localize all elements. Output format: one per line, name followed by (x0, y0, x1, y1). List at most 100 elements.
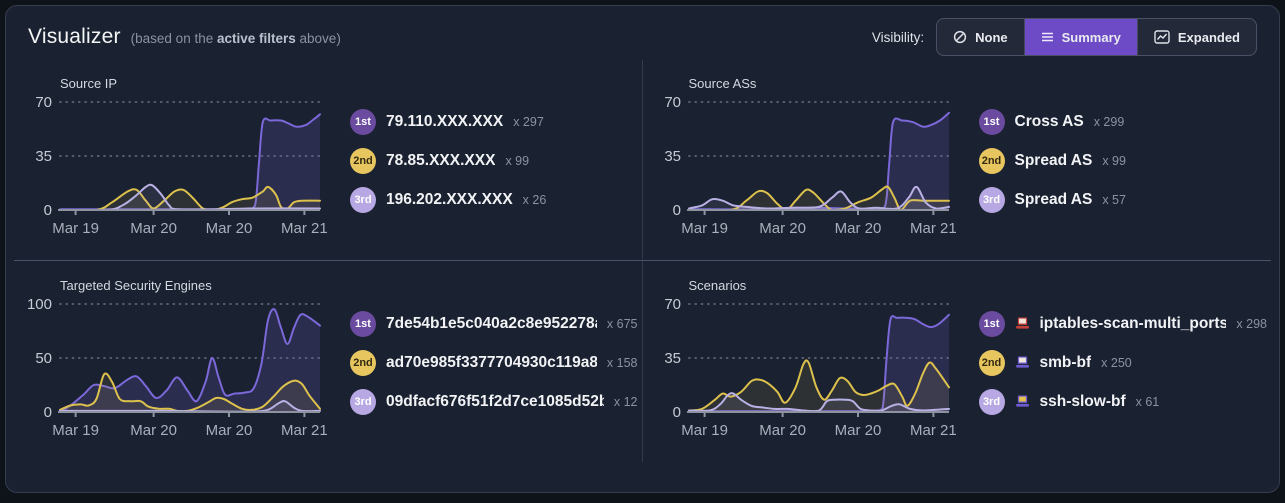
laptop-snail-icon (1015, 395, 1030, 408)
rank-count: x 99 (505, 154, 530, 168)
svg-text:Mar 19: Mar 19 (681, 220, 728, 237)
svg-text:50: 50 (35, 350, 52, 367)
ranking-row: 3rd 196.202.XXX.XXX x 26 (350, 187, 638, 213)
rank-label: 78.85.XXX.XXX (386, 152, 496, 169)
svg-text:Mar 21: Mar 21 (910, 422, 957, 439)
svg-text:70: 70 (664, 94, 681, 111)
ranking-row: 1st 79.110.XXX.XXX x 297 (350, 109, 638, 135)
chart-canvas: 0 35 70 Mar 19 Mar 20 Mar 20 Mar 21 (35, 94, 328, 237)
rank-badge: 3rd (350, 388, 376, 415)
page-title: Visualizer (28, 25, 121, 48)
chart-canvas: 0 35 70 Mar 19 Mar 20 Mar 20 Mar 21 (664, 296, 957, 439)
chart-area: Targeted Security Engines 0 50 100 Mar 19 Ma… (24, 278, 338, 444)
chart-title: Source IP (60, 76, 118, 91)
visibility-label: Visibility: (871, 29, 925, 45)
rank-badge: 3rd (350, 187, 376, 213)
ranking-row: 2nd smb-bf x 250 (978, 349, 1268, 376)
rank-badge: 3rd (978, 388, 1005, 415)
visibility-none-label: None (975, 29, 1008, 45)
title-wrap: Visualizer (based on the active filters … (28, 25, 341, 49)
list-lines-icon (1041, 31, 1054, 43)
visibility-button-group: None Summary Expanded (936, 18, 1257, 56)
visualizer-header: Visualizer (based on the active filters … (6, 6, 1279, 60)
chart-title: Targeted Security Engines (60, 277, 212, 293)
panels-grid: Source IP 0 35 70 Mar 19 Mar 20 Mar 20 Mar 21 … (6, 60, 1279, 462)
laptop-purple-icon (1015, 356, 1030, 369)
rank-label: ad70e985f3377704930c119a85ccf… (386, 353, 597, 371)
rank-badge: 1st (350, 310, 376, 337)
subtitle-suffix: above) (295, 31, 341, 46)
rank-count: x 61 (1135, 394, 1160, 409)
svg-text:Mar 20: Mar 20 (130, 422, 177, 439)
rank-count: x 298 (1236, 316, 1267, 331)
svg-text:0: 0 (44, 202, 52, 219)
svg-text:Mar 20: Mar 20 (130, 220, 177, 237)
svg-text:35: 35 (664, 148, 681, 165)
rank-label: ssh-slow-bf (1039, 392, 1126, 410)
visibility-none-button[interactable]: None (937, 19, 1024, 55)
svg-text:Mar 21: Mar 21 (281, 220, 328, 237)
slash-circle-icon (953, 30, 967, 44)
rank-label: Spread AS (1014, 191, 1093, 208)
rank-count: x 299 (1093, 115, 1125, 129)
svg-text:Mar 20: Mar 20 (206, 422, 253, 439)
svg-text:Mar 21: Mar 21 (910, 220, 957, 237)
rank-label: 09dfacf676f51f2d7ce1085d52b6061f (386, 392, 604, 410)
rank-badge: 2nd (350, 148, 376, 174)
chart-area: Scenarios 0 35 70 Mar 19 Mar 20 Mar 20 Mar 21 (653, 278, 967, 444)
rank-label: smb-bf (1039, 353, 1092, 371)
visibility-summary-button[interactable]: Summary (1023, 19, 1137, 55)
svg-text:0: 0 (672, 404, 680, 421)
rank-count: x 250 (1101, 355, 1132, 370)
svg-text:70: 70 (664, 296, 681, 313)
rank-label: 7de54b1e5c040a2c8e952278a3c3… (386, 314, 597, 332)
ranking-list: 1st iptables-scan-multi_ports x 298 2nd … (967, 310, 1268, 415)
panel: Scenarios 0 35 70 Mar 19 Mar 20 Mar 20 Mar 21 … (643, 261, 1272, 462)
rank-count: x 57 (1102, 193, 1126, 207)
ranking-row: 2nd ad70e985f3377704930c119a85ccf… x 158 (350, 349, 638, 376)
subtitle-prefix: (based on the (130, 31, 217, 46)
rank-label: Cross AS (1014, 113, 1084, 130)
rank-count: x 158 (606, 355, 638, 370)
rank-count: x 26 (522, 193, 547, 207)
chart-title: Source ASs (688, 76, 757, 91)
svg-text:0: 0 (44, 404, 52, 421)
laptop-red-icon (1015, 317, 1030, 330)
rank-badge: 2nd (350, 349, 376, 376)
rank-label: 196.202.XXX.XXX (386, 191, 513, 208)
svg-text:35: 35 (664, 350, 681, 367)
chart-area: Source IP 0 35 70 Mar 19 Mar 20 Mar 20 Mar 21 (24, 76, 338, 242)
rank-badge: 2nd (978, 349, 1005, 376)
chart-area: Source ASs 0 35 70 Mar 19 Mar 20 Mar 20 Mar 21 (653, 76, 967, 242)
ranking-row: 1st iptables-scan-multi_ports x 298 (978, 310, 1267, 337)
panel: Source IP 0 35 70 Mar 19 Mar 20 Mar 20 Mar 21 … (14, 60, 643, 261)
rank-badge: 1st (350, 109, 376, 135)
svg-text:70: 70 (35, 94, 52, 111)
rank-badge: 3rd (978, 187, 1005, 213)
rank-label: 79.110.XXX.XXX (386, 113, 504, 130)
chart-title: Scenarios (688, 277, 747, 293)
svg-text:Mar 19: Mar 19 (52, 422, 99, 439)
svg-text:Mar 20: Mar 20 (834, 220, 881, 237)
visibility-control: Visibility: None Summary (872, 18, 1257, 56)
rank-badge: 1st (978, 109, 1005, 135)
svg-text:0: 0 (672, 202, 680, 219)
svg-text:Mar 19: Mar 19 (681, 422, 728, 439)
svg-text:Mar 20: Mar 20 (206, 220, 253, 237)
rank-count: x 297 (513, 115, 544, 129)
svg-text:35: 35 (35, 148, 52, 165)
chart-line-icon (1154, 30, 1170, 44)
rank-count: x 675 (606, 316, 638, 331)
visibility-expanded-button[interactable]: Expanded (1136, 19, 1256, 55)
rank-badge: 1st (978, 310, 1005, 337)
svg-text:Mar 19: Mar 19 (52, 220, 99, 237)
ranking-row: 1st 7de54b1e5c040a2c8e952278a3c3… x 675 (350, 310, 638, 337)
rank-label: Spread AS (1014, 152, 1093, 169)
rank-count: x 12 (613, 394, 638, 409)
svg-text:Mar 21: Mar 21 (281, 422, 328, 439)
visibility-summary-label: Summary (1061, 29, 1121, 45)
ranking-row: 3rd ssh-slow-bf x 61 (978, 388, 1268, 415)
visualizer-card: Visualizer (based on the active filters … (5, 5, 1280, 493)
svg-text:Mar 20: Mar 20 (834, 422, 881, 439)
rank-count: x 99 (1102, 154, 1126, 168)
